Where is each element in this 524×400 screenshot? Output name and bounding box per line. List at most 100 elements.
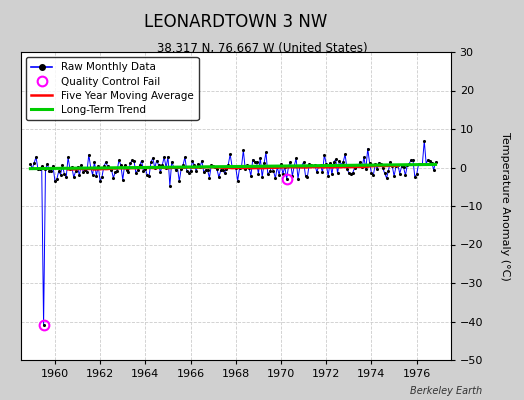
- Point: [416, 161, 424, 167]
- Point: [38, 163, 46, 170]
- Point: [383, 175, 391, 181]
- Point: [222, 166, 231, 172]
- Point: [420, 138, 429, 144]
- Point: [332, 156, 340, 163]
- Point: [160, 154, 168, 160]
- Point: [254, 171, 263, 177]
- Point: [79, 168, 88, 175]
- Point: [250, 159, 259, 166]
- Point: [258, 174, 266, 180]
- Point: [143, 172, 151, 178]
- Point: [168, 159, 176, 165]
- Point: [356, 158, 364, 165]
- Point: [296, 163, 304, 170]
- Point: [388, 163, 397, 169]
- Point: [156, 169, 165, 175]
- Point: [111, 169, 119, 176]
- Point: [211, 164, 219, 171]
- Point: [275, 172, 283, 178]
- Point: [358, 164, 366, 171]
- Point: [219, 167, 227, 173]
- Point: [253, 159, 261, 165]
- Point: [328, 171, 336, 178]
- Point: [166, 182, 174, 189]
- Point: [32, 154, 40, 160]
- Point: [271, 175, 280, 182]
- Point: [367, 170, 376, 177]
- Point: [390, 173, 398, 179]
- Point: [68, 164, 76, 170]
- Point: [232, 165, 240, 171]
- Point: [215, 174, 223, 180]
- Point: [177, 166, 185, 172]
- Point: [122, 167, 130, 173]
- Point: [373, 166, 381, 172]
- Point: [100, 163, 108, 169]
- Point: [335, 158, 344, 164]
- Point: [145, 172, 154, 179]
- Point: [141, 166, 149, 172]
- Point: [343, 166, 351, 172]
- Point: [96, 178, 104, 184]
- Point: [354, 162, 363, 169]
- Point: [171, 166, 180, 173]
- Point: [324, 172, 332, 179]
- Point: [386, 158, 395, 165]
- Point: [181, 154, 189, 160]
- Point: [412, 171, 421, 177]
- Point: [71, 168, 80, 174]
- Point: [305, 161, 313, 167]
- Point: [346, 170, 355, 177]
- Point: [47, 168, 56, 174]
- Point: [128, 157, 136, 164]
- Point: [49, 163, 57, 169]
- Point: [121, 162, 129, 168]
- Point: [70, 174, 78, 180]
- Point: [220, 170, 228, 176]
- Point: [407, 157, 415, 163]
- Point: [431, 159, 440, 166]
- Point: [41, 166, 50, 173]
- Point: [224, 162, 233, 168]
- Point: [425, 158, 434, 164]
- Point: [192, 168, 200, 174]
- Point: [34, 166, 42, 172]
- Point: [333, 170, 342, 176]
- Point: [405, 160, 413, 167]
- Point: [380, 170, 389, 176]
- Point: [247, 172, 255, 179]
- Point: [262, 149, 270, 156]
- Point: [105, 165, 114, 172]
- Point: [117, 162, 125, 168]
- Point: [424, 156, 432, 163]
- Point: [109, 174, 117, 181]
- Point: [403, 162, 411, 168]
- Point: [184, 170, 193, 176]
- Point: [292, 155, 300, 162]
- Point: [57, 171, 65, 178]
- Point: [179, 162, 187, 168]
- Point: [365, 160, 374, 166]
- Point: [360, 154, 368, 161]
- Point: [377, 161, 385, 168]
- Point: [352, 162, 361, 168]
- Point: [115, 157, 123, 163]
- Point: [299, 159, 308, 165]
- Point: [58, 162, 67, 168]
- Point: [188, 158, 196, 164]
- Point: [118, 176, 127, 183]
- Point: [213, 166, 221, 172]
- Point: [149, 155, 157, 161]
- Point: [303, 174, 312, 180]
- Point: [318, 169, 326, 176]
- Point: [201, 166, 210, 173]
- Point: [52, 176, 61, 183]
- Point: [422, 160, 430, 167]
- Point: [322, 161, 331, 168]
- Point: [98, 174, 106, 180]
- Point: [126, 160, 135, 166]
- Point: [298, 162, 306, 169]
- Point: [36, 166, 44, 172]
- Point: [187, 168, 195, 174]
- Point: [294, 176, 302, 182]
